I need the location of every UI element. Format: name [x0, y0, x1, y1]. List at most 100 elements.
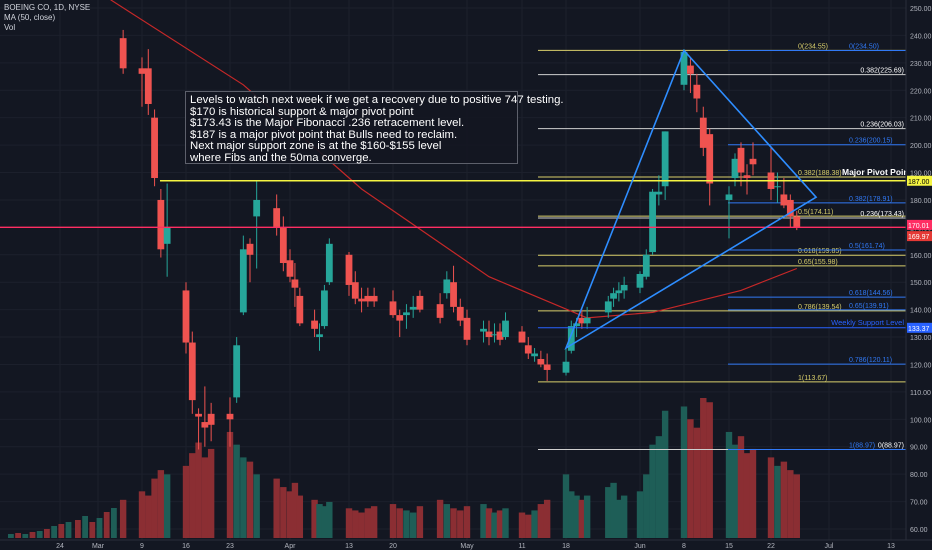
price-tag-label: 133.37	[908, 326, 930, 333]
fib-level-label: 0(234.55)	[798, 43, 828, 50]
candle-body	[163, 227, 171, 244]
volume-bar	[36, 531, 43, 538]
volume-bar	[316, 504, 323, 538]
fib-level-label: 0.65(139.91)	[849, 303, 889, 310]
candle-body	[496, 331, 504, 340]
candle-body	[325, 243, 333, 283]
candle-body	[138, 68, 146, 74]
volume-bar	[743, 453, 751, 538]
price-tick-label: 190.00	[910, 171, 932, 178]
candle-body	[311, 320, 318, 329]
annotation-line: where Fibs and the 50ma converge.	[190, 151, 372, 164]
volume-bar	[273, 478, 280, 538]
volume-indicator-label: Vol	[4, 23, 16, 32]
pivot-line-label: Major Pivot Point	[842, 167, 912, 177]
candles	[119, 29, 801, 450]
candle-body	[731, 158, 739, 179]
triangle-pattern	[564, 49, 818, 350]
candle-body	[239, 249, 247, 313]
fib-level-label: 0.65(155.98)	[798, 259, 838, 266]
candle-body	[279, 227, 287, 264]
volume-bar	[583, 495, 591, 538]
volume-bar	[636, 491, 644, 538]
fib-level-label: 0(234.50)	[849, 44, 879, 51]
candle-body	[793, 216, 801, 228]
volume-bar	[207, 448, 215, 538]
candle-body	[687, 65, 694, 74]
volume-bar	[29, 532, 36, 538]
fib-level-label: 0.382(188.38)	[798, 170, 842, 177]
volume-bar	[195, 442, 202, 538]
price-tick-label: 200.00	[910, 143, 932, 150]
price-tick-label: 110.00	[910, 390, 931, 397]
price-tick-label: 210.00	[910, 116, 932, 123]
candle-body	[233, 345, 241, 398]
candle-body	[620, 284, 628, 291]
candle-body	[524, 345, 532, 354]
price-tick-label: 240.00	[910, 33, 932, 40]
time-tick-label: Mar	[92, 543, 105, 550]
volume-bar	[163, 474, 171, 538]
candle-body	[273, 208, 281, 228]
volume-bar	[436, 499, 444, 538]
candle-body	[642, 254, 650, 277]
volume-bar	[51, 526, 57, 538]
price-tick-label: 60.00	[910, 527, 928, 534]
candle-body	[463, 317, 471, 340]
candle-body	[518, 331, 526, 343]
fib-level-label: 0.5(161.74)	[849, 243, 885, 250]
volume-bar	[151, 478, 158, 538]
price-tick-label: 70.00	[910, 500, 928, 507]
candle-body	[409, 306, 417, 310]
candle-body	[358, 298, 365, 302]
volume-bar	[680, 406, 688, 538]
volume-bar	[311, 499, 318, 538]
volume-bar	[253, 474, 260, 538]
candle-body	[636, 273, 644, 288]
candle-body	[737, 147, 745, 173]
volume-bars	[8, 398, 800, 538]
price-axis-background	[906, 0, 932, 550]
annotation-line: Levels to watch next week if we get a re…	[190, 94, 564, 106]
candle-body	[649, 191, 656, 253]
price-tick-label: 140.00	[910, 308, 932, 315]
annotation-box[interactable]: Levels to watch next week if we get a re…	[185, 91, 564, 164]
volume-bar	[610, 482, 617, 538]
volume-bar	[326, 501, 333, 538]
time-axis-background	[0, 540, 932, 550]
candle-body	[610, 293, 617, 299]
volume-bar	[189, 453, 196, 538]
candle-body	[786, 199, 794, 217]
time-tick-label: 11	[518, 543, 525, 550]
fib-level-label: 0.382(225.69)	[860, 68, 904, 75]
volume-bar	[280, 487, 287, 538]
price-tick-label: 220.00	[910, 88, 932, 95]
price-tick-label: 250.00	[910, 6, 932, 13]
fib-level-label: 0.618(159.85)	[798, 248, 842, 255]
volume-bar	[537, 504, 545, 538]
volume-bar	[774, 465, 781, 538]
price-tick-label: 160.00	[910, 253, 932, 260]
price-tick-label: 130.00	[910, 335, 932, 342]
candle-body	[370, 295, 378, 302]
time-tick-label: 9	[140, 543, 144, 550]
price-tag	[907, 219, 932, 230]
volume-bar	[443, 504, 451, 538]
volume-bar	[620, 495, 628, 538]
candle-body	[531, 353, 538, 357]
candle-body	[246, 243, 254, 255]
candle-body	[403, 312, 410, 316]
annotation-line: $187 is a major pivot point that Bulls n…	[190, 128, 458, 141]
candle-body	[291, 279, 299, 288]
volume-bar	[749, 448, 757, 538]
volume-bar	[358, 512, 365, 538]
volume-bar	[793, 474, 800, 538]
fibonacci-levels: 0(234.55) 0.382(188.38) 0.5(174.11) 0.618(1…	[538, 43, 906, 451]
price-tag	[907, 231, 932, 242]
volume-bar	[578, 499, 586, 538]
weekly-support-label: Weekly Support Level	[831, 318, 904, 327]
candle-body	[743, 175, 751, 179]
volume-bar	[58, 524, 65, 538]
time-tick-label: 22	[767, 543, 775, 550]
